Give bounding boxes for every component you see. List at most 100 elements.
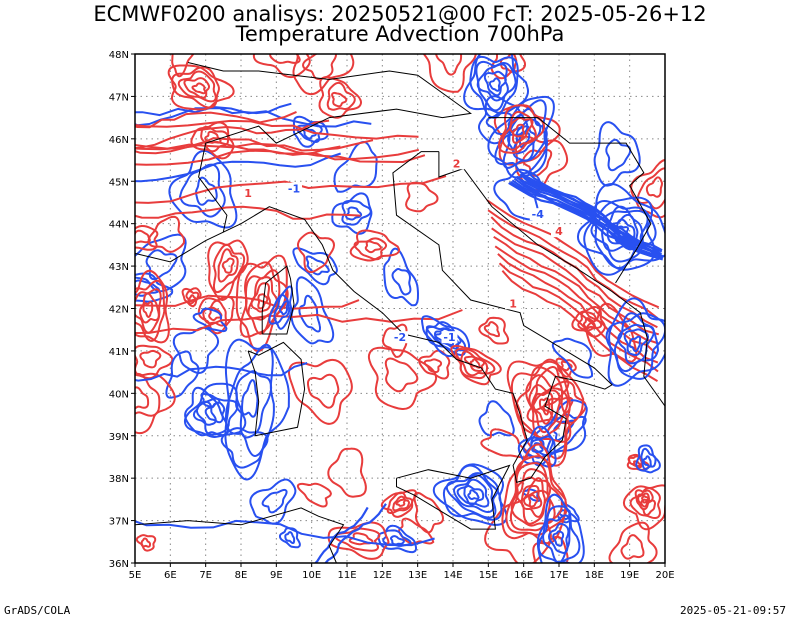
cold-contour [605,312,665,380]
cold-contour [305,255,330,276]
warm-contour [490,216,658,329]
lat-tick-label: 48N [109,50,129,61]
warm-contour [306,373,340,409]
cold-contour [432,463,508,526]
cold-contour [536,493,585,563]
cold-contour [324,503,387,563]
contour-label-bg [392,331,408,344]
warm-contour [287,358,353,425]
warm-contour [135,534,157,552]
cold-contour [224,338,290,481]
warm-contour [135,372,176,435]
warm-contour [177,70,217,103]
warm-contour [202,299,228,327]
warm-contour [636,492,651,508]
lat-tick-label: 45N [109,177,129,188]
cold-contour [607,297,665,387]
warm-contour [582,317,596,330]
cold-contour [341,199,372,226]
lat-tick-label: 44N [109,220,129,231]
lon-tick-label: 5E [129,570,142,581]
lat-tick-label: 46N [109,135,129,146]
cold-contour [623,328,649,357]
warm-contour [645,176,663,198]
cold-contour [302,127,317,140]
cold-contour [483,70,507,97]
contour-label-text: 2 [453,157,461,170]
cold-contour [613,312,660,373]
warm-contour [200,125,230,153]
alps-border [187,62,472,233]
warm-contour [208,306,223,322]
warm-contour [135,110,297,129]
warm-contour [629,487,661,520]
cold-contour [195,397,239,436]
contour-label-text: -2 [394,331,406,344]
cold-contour [220,427,269,469]
warm-contour [538,397,551,416]
lon-tick-label: 20E [655,570,674,581]
warm-contour [435,54,463,76]
warm-contour [532,391,554,425]
chart-subtitle: Temperature Advection 700hPa [235,22,565,46]
warm-contour [135,205,361,220]
cold-contour [502,107,548,169]
contour-labels: 1 -1 -2 2 -4 4 -1 1 [240,157,567,344]
lon-tick-label: 8E [235,570,248,581]
cold-contour [613,218,636,244]
warm-contour [511,123,525,138]
cold-contour [184,386,230,437]
warm-contour [493,235,659,345]
warm-contour [367,346,438,411]
contour-label-text: -4 [532,208,545,221]
cold-contour [467,489,480,501]
warm-contour [497,104,546,154]
lat-tick-label: 42N [109,305,129,316]
warm-contour [501,110,537,151]
lon-tick-label: 6E [164,570,177,581]
warm-contour [395,498,406,507]
balkan-border [488,117,652,284]
cold-contour [478,400,515,437]
cold-contour [606,213,639,251]
warm-contour [523,484,543,510]
cold-contour [601,205,644,252]
warm-contour [478,316,510,345]
cold-contour [135,519,435,547]
warm-contour [135,119,330,150]
contour-label: -1 [286,182,302,196]
balkan-coastline [438,151,665,407]
cold-contour [512,125,537,155]
warm-contour [528,493,539,508]
cold-contour [635,444,661,474]
cold-contour [235,370,273,439]
cold-contour [463,484,485,506]
cold-contour [290,276,335,345]
cold-contour [593,121,641,187]
footer-credit: GrADS/COLA [4,604,71,617]
warm-contour [522,148,553,177]
cold-contour [192,307,228,333]
lat-tick-label: 40N [109,389,129,400]
warm-contour [167,64,235,111]
warm-contour [147,215,186,253]
warm-contour [490,54,527,80]
cold-contour [485,111,513,135]
coastlines [135,62,665,563]
contour-label-text: -1 [443,331,455,344]
contour-label: -4 [529,208,546,221]
warm-contour [381,323,408,358]
cold-contour [475,60,517,112]
warm-contour [142,301,154,318]
cold-contour [522,488,542,502]
warm-contour [515,366,572,443]
warm-contour [135,309,463,335]
cold-contour [605,138,632,172]
warm-contour [480,428,530,459]
warm-contour [505,455,568,536]
warm-contour [486,199,660,309]
cold-contour [453,474,495,514]
lon-tick-label: 17E [549,570,568,581]
warm-contour [296,482,332,508]
cold-contour [135,106,372,128]
